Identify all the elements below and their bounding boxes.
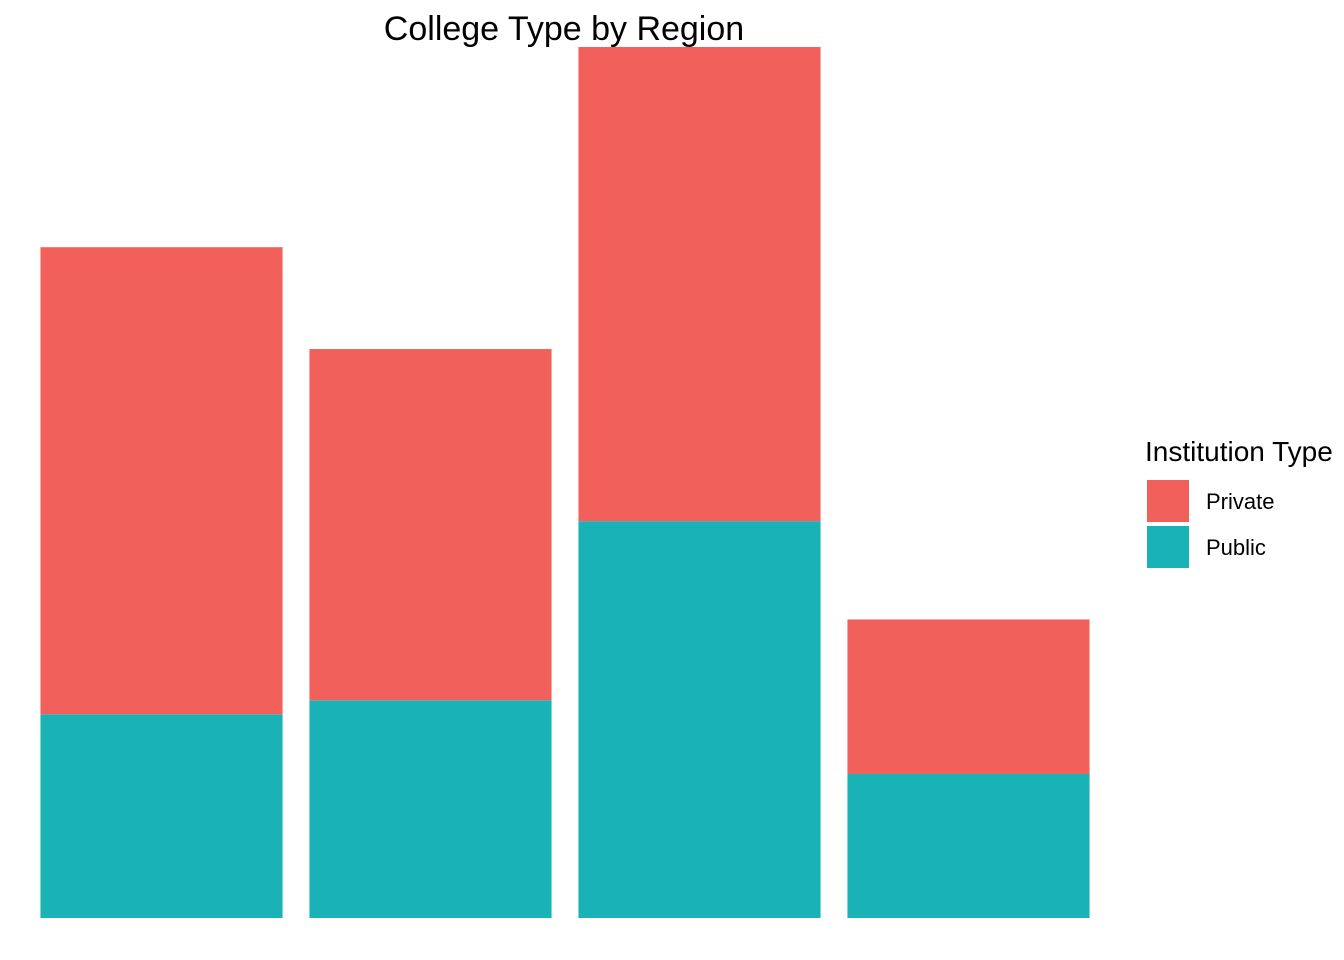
legend-label-public: Public (1206, 535, 1266, 560)
bar-segment-public-4 (847, 774, 1090, 918)
legend: Institution Type Private Public (1145, 436, 1333, 568)
bar-segment-private-4 (847, 619, 1090, 774)
bar-segment-private-1 (40, 247, 283, 715)
chart-title: College Type by Region (384, 10, 744, 48)
bars-group (40, 47, 1090, 918)
bar-segment-public-3 (578, 521, 821, 918)
legend-key-private (1147, 480, 1189, 522)
bar-segment-private-3 (578, 47, 821, 522)
legend-title: Institution Type (1145, 436, 1333, 467)
bar-segment-public-2 (309, 700, 552, 918)
bar-segment-public-1 (40, 714, 283, 918)
bar-segment-private-2 (309, 349, 552, 701)
legend-items: Private Public (1147, 480, 1274, 568)
legend-label-private: Private (1206, 489, 1274, 514)
legend-key-public (1147, 526, 1189, 568)
